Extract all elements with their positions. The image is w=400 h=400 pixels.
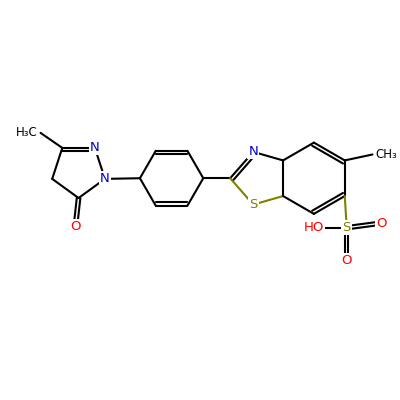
- Text: N: N: [248, 145, 258, 158]
- Text: N: N: [90, 141, 100, 154]
- Text: O: O: [70, 220, 81, 233]
- Text: H₃C: H₃C: [16, 126, 38, 139]
- Text: CH₃: CH₃: [376, 148, 397, 161]
- Text: N: N: [100, 172, 110, 185]
- Text: O: O: [376, 217, 386, 230]
- Text: HO: HO: [304, 221, 324, 234]
- Text: S: S: [249, 198, 258, 211]
- Text: S: S: [342, 221, 351, 234]
- Text: O: O: [342, 254, 352, 268]
